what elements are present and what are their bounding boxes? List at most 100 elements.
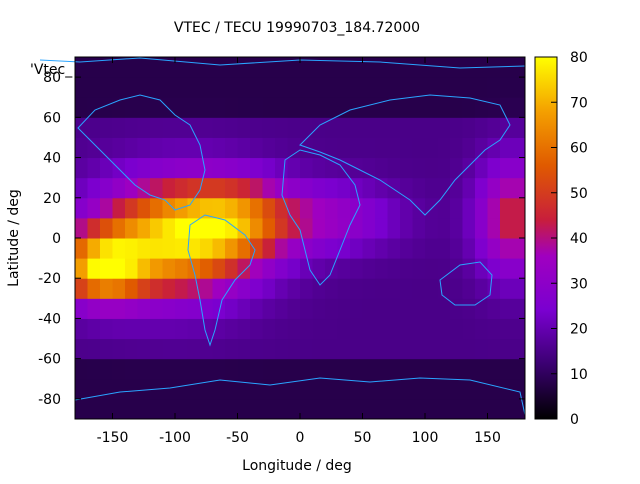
- heatmap-cell: [450, 197, 463, 219]
- heatmap-cell: [387, 77, 401, 98]
- heatmap-cell: [387, 358, 401, 380]
- heatmap-cell: [112, 57, 126, 78]
- heatmap-cell: [387, 217, 401, 239]
- heatmap-cell: [462, 137, 476, 159]
- heatmap-cell: [112, 197, 126, 219]
- heatmap-cell: [125, 258, 138, 279]
- heatmap-cell: [87, 77, 101, 98]
- heatmap-cell: [337, 238, 351, 259]
- heatmap-cell: [262, 258, 276, 279]
- heatmap-cell: [137, 117, 151, 138]
- heatmap-cell: [175, 378, 188, 400]
- heatmap-cell: [150, 238, 163, 259]
- heatmap-cell: [412, 97, 426, 118]
- heatmap-cell: [425, 298, 438, 319]
- heatmap-cell: [275, 278, 288, 299]
- heatmap-cell: [450, 177, 463, 199]
- heatmap-cell: [237, 117, 251, 138]
- heatmap-cell: [287, 97, 301, 118]
- heatmap-cell: [225, 97, 238, 118]
- heatmap-cell: [400, 258, 413, 279]
- heatmap-cell: [262, 398, 276, 420]
- heatmap-cell: [325, 318, 338, 340]
- heatmap-cell: [212, 197, 226, 219]
- heatmap-cell: [250, 157, 263, 179]
- heatmap-cell: [400, 338, 413, 360]
- heatmap-cell: [375, 77, 388, 98]
- heatmap-cell: [112, 378, 126, 400]
- heatmap-cell: [437, 378, 451, 400]
- heatmap-cell: [200, 117, 213, 138]
- heatmap-cell: [362, 358, 376, 380]
- heatmap-cell: [87, 57, 101, 78]
- heatmap-cell: [187, 217, 201, 239]
- heatmap-cell: [125, 398, 138, 420]
- heatmap-cell: [162, 177, 176, 199]
- heatmap-cell: [425, 338, 438, 360]
- heatmap-cell: [87, 398, 101, 420]
- heatmap-cell: [262, 278, 276, 299]
- heatmap-cell: [325, 398, 338, 420]
- heatmap-cell: [212, 338, 226, 360]
- colorbar-tick-label: 60: [570, 141, 588, 157]
- heatmap-cell: [450, 97, 463, 118]
- heatmap-cell: [262, 137, 276, 159]
- heatmap-cell: [375, 398, 388, 420]
- heatmap-cell: [175, 97, 188, 118]
- heatmap-cell: [237, 137, 251, 159]
- heatmap-cell: [262, 197, 276, 219]
- heatmap-cell: [437, 197, 451, 219]
- heatmap-cell: [350, 77, 363, 98]
- heatmap-cell: [287, 238, 301, 259]
- x-tick-label: 100: [412, 430, 439, 446]
- heatmap-cell: [237, 238, 251, 259]
- heatmap-cell: [312, 97, 326, 118]
- heatmap-cell: [212, 217, 226, 239]
- heatmap-cell: [187, 117, 201, 138]
- heatmap-cell: [450, 358, 463, 380]
- heatmap-cell: [250, 137, 263, 159]
- heatmap-cell: [200, 398, 213, 420]
- heatmap-cell: [200, 238, 213, 259]
- chart-title: VTEC / TECU 19990703_184.72000: [174, 20, 420, 36]
- heatmap-cell: [112, 137, 126, 159]
- heatmap-cell: [400, 57, 413, 78]
- heatmap-cell: [425, 177, 438, 199]
- heatmap-cell: [337, 258, 351, 279]
- heatmap-cell: [75, 97, 88, 118]
- heatmap-cell: [100, 298, 113, 319]
- heatmap-cell: [400, 137, 413, 159]
- heatmap-cell: [475, 398, 488, 420]
- heatmap-cell: [212, 358, 226, 380]
- heatmap-cell: [425, 378, 438, 400]
- heatmap-cell: [312, 398, 326, 420]
- heatmap-cell: [137, 137, 151, 159]
- heatmap-cell: [75, 137, 88, 159]
- heatmap-cell: [462, 358, 476, 380]
- heatmap-cell: [362, 197, 376, 219]
- heatmap-cell: [425, 358, 438, 380]
- heatmap-cell: [112, 338, 126, 360]
- heatmap-cell: [200, 157, 213, 179]
- heatmap-cell: [87, 338, 101, 360]
- heatmap-cell: [225, 358, 238, 380]
- heatmap-cell: [175, 258, 188, 279]
- heatmap-cell: [225, 197, 238, 219]
- heatmap-cell: [312, 238, 326, 259]
- heatmap-cell: [475, 318, 488, 340]
- heatmap-cell: [362, 217, 376, 239]
- heatmap-cell: [512, 137, 526, 159]
- heatmap-cell: [412, 137, 426, 159]
- heatmap-cell: [250, 97, 263, 118]
- heatmap-cell: [512, 157, 526, 179]
- heatmap-cell: [100, 57, 113, 78]
- heatmap-cell: [412, 278, 426, 299]
- heatmap-cell: [75, 358, 88, 380]
- heatmap-cell: [150, 117, 163, 138]
- heatmap-cell: [212, 258, 226, 279]
- heatmap-cell: [100, 318, 113, 340]
- heatmap-cell: [475, 177, 488, 199]
- heatmap-cell: [312, 318, 326, 340]
- heatmap-cell: [100, 238, 113, 259]
- heatmap-cell: [312, 358, 326, 380]
